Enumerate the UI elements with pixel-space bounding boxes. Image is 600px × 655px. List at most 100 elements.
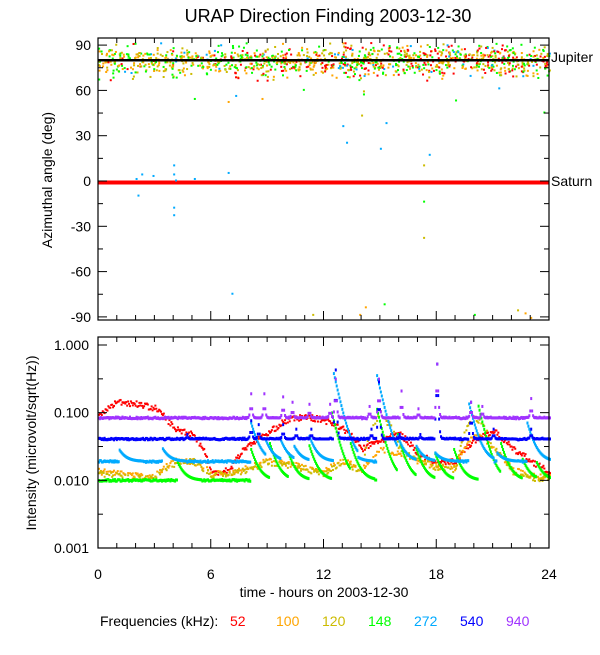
azimuth-point <box>119 52 122 55</box>
azimuth-point <box>377 68 380 71</box>
azimuth-point <box>124 70 127 73</box>
azimuth-point <box>166 51 169 54</box>
intensity-point-120 <box>521 473 524 476</box>
azimuth-point <box>241 54 244 57</box>
azimuth-point <box>329 51 332 54</box>
azimuth-point <box>398 52 401 55</box>
azimuth-point <box>544 65 547 68</box>
azimuth-point <box>323 49 326 52</box>
azimuth-point <box>405 52 408 55</box>
azimuth-point <box>171 67 174 70</box>
azimuth-point <box>461 64 464 67</box>
intensity-point-100 <box>539 473 542 476</box>
azimuth-point <box>320 70 323 73</box>
azimuth-point <box>201 67 204 70</box>
azimuth-point <box>296 54 299 57</box>
intensity-point-52 <box>336 423 339 426</box>
intensity-point-272 <box>281 441 284 445</box>
intensity-point-120 <box>449 468 452 471</box>
intensity-point-272 <box>259 446 262 450</box>
azimuth-point <box>355 68 358 71</box>
intensity-point-148 <box>459 464 462 468</box>
azimuth-point <box>282 56 285 59</box>
intensity-point-148 <box>405 458 408 462</box>
intensity-point-148 <box>508 464 511 468</box>
azimuth-point <box>376 74 379 77</box>
intensity-point-100 <box>346 459 349 462</box>
intensity-point-100 <box>160 471 163 474</box>
intensity-point-272 <box>398 439 401 443</box>
intensity-point-100 <box>323 470 326 473</box>
azimuth-point <box>546 52 549 55</box>
intensity-point-52 <box>359 444 362 447</box>
intensity-point-272 <box>312 443 315 447</box>
intensity-point-148 <box>422 464 425 468</box>
intensity-point-272 <box>192 460 195 464</box>
intensity-point-52 <box>282 420 285 423</box>
azimuth-point <box>418 56 421 59</box>
intensity-point-100 <box>521 469 524 472</box>
azimuth-point <box>482 53 485 56</box>
intensity-point-52 <box>231 467 234 470</box>
intensity-point-52 <box>272 425 275 428</box>
intensity-point-52 <box>109 406 112 409</box>
intensity-point-52 <box>267 434 270 437</box>
intensity-point-52 <box>283 422 286 425</box>
azimuth-point <box>112 76 115 79</box>
intensity-point-52 <box>329 420 332 423</box>
intensity-point-52 <box>246 445 249 448</box>
intensity-point-52 <box>245 448 248 451</box>
intensity-point-52 <box>223 470 226 473</box>
intensity-point-100 <box>199 464 202 467</box>
azimuth-point <box>324 49 327 52</box>
azimuth-outlier <box>342 125 345 128</box>
intensity-point-52 <box>177 428 180 431</box>
intensity-point-52 <box>519 453 522 456</box>
intensity-point-120 <box>536 475 539 478</box>
azimuth-point <box>440 61 443 64</box>
azimuth-point <box>215 57 218 60</box>
azimuth-point <box>459 53 462 56</box>
intensity-point-148 <box>330 476 333 480</box>
intensity-point-52 <box>443 461 446 464</box>
intensity-point-120 <box>459 444 462 447</box>
azimuth-outlier <box>362 90 365 93</box>
intensity-point-120 <box>356 469 359 472</box>
intensity-point-100 <box>105 470 108 473</box>
azimuth-point <box>500 67 503 70</box>
intensity-point-100 <box>262 458 265 461</box>
intensity-point-272 <box>347 430 350 434</box>
intensity-point-52 <box>298 419 301 422</box>
intensity-point-148 <box>392 461 395 465</box>
azimuth-point <box>230 57 233 60</box>
intensity-point-120 <box>364 446 367 449</box>
intensity-point-52 <box>465 447 468 450</box>
intensity-point-120 <box>210 476 213 479</box>
intensity-point-52 <box>366 443 369 446</box>
intensity-point-52 <box>149 407 152 410</box>
intensity-point-540 <box>377 408 380 412</box>
azimuth-point <box>375 61 378 64</box>
intensity-point-100 <box>429 463 432 466</box>
intensity-point-120 <box>228 471 231 474</box>
azimuth-outlier <box>423 236 426 239</box>
intensity-point-148 <box>257 465 260 469</box>
azimuth-point <box>121 68 124 71</box>
intensity-point-52 <box>425 454 428 457</box>
intensity-point-540 <box>528 436 531 440</box>
azimuth-point <box>342 51 345 54</box>
intensity-point-52 <box>440 461 443 464</box>
y-tick-label: 0 <box>83 173 91 189</box>
azimuth-point <box>199 64 202 67</box>
azimuth-point <box>350 44 353 47</box>
intensity-point-540 <box>251 430 254 434</box>
intensity-point-52 <box>153 408 156 411</box>
intensity-point-100 <box>131 472 134 475</box>
intensity-point-52 <box>175 429 178 432</box>
azimuth-point <box>511 69 514 72</box>
azimuth-point <box>345 49 348 52</box>
intensity-point-272 <box>472 420 475 424</box>
azimuth-outlier <box>385 122 388 125</box>
intensity-point-148 <box>537 464 540 468</box>
intensity-point-100 <box>377 450 380 453</box>
